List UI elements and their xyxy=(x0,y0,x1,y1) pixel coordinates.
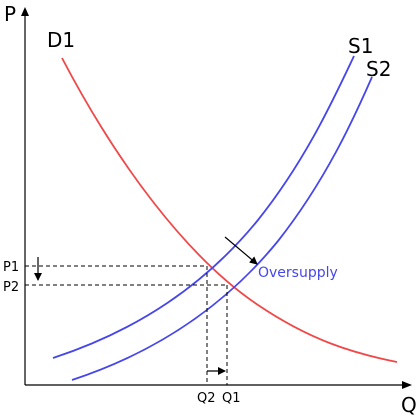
q2-label: Q2 xyxy=(197,391,216,406)
y-axis-title: P xyxy=(4,2,16,26)
x-axis-arrowhead xyxy=(402,381,412,389)
oversupply-label: Oversupply xyxy=(258,265,338,281)
supply-label-s1: S1 xyxy=(348,34,373,58)
p2-label: P2 xyxy=(3,280,19,295)
supply-curve-s2 xyxy=(71,76,373,381)
demand-label: D1 xyxy=(47,28,75,52)
supply-label-s2: S2 xyxy=(366,57,391,81)
p1-label: P1 xyxy=(3,260,19,275)
supply-curve-s1 xyxy=(52,55,355,359)
x-axis-title: Q xyxy=(401,393,417,417)
demand-curve-d1 xyxy=(61,57,398,363)
oversupply-arrow xyxy=(224,236,258,265)
q1-label: Q1 xyxy=(222,391,241,406)
y-axis-arrowhead xyxy=(21,7,29,16)
